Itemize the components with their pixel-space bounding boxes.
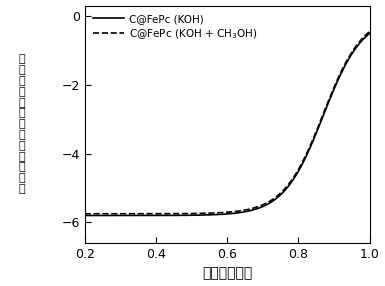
C@FePc (KOH + CH$_3$OH) <box>248 207 253 211</box>
C@FePc (KOH) <box>100 214 104 217</box>
C@FePc (KOH + CH$_3$OH) <box>298 164 303 167</box>
C@FePc (KOH) <box>367 32 372 35</box>
C@FePc (KOH + CH$_3$OH) <box>264 202 268 205</box>
Text: 电
流
密
度
（
毫
安
／
平
方
厘
米
）: 电 流 密 度 （ 毫 安 ／ 平 方 厘 米 ） <box>19 55 25 194</box>
Legend: C@FePc (KOH), C@FePc (KOH + CH$_3$OH): C@FePc (KOH), C@FePc (KOH + CH$_3$OH) <box>90 11 261 44</box>
C@FePc (KOH + CH$_3$OH) <box>328 96 332 99</box>
C@FePc (KOH) <box>248 209 253 212</box>
C@FePc (KOH) <box>298 165 303 169</box>
C@FePc (KOH) <box>264 203 268 207</box>
X-axis label: 电势（伏特）: 电势（伏特） <box>202 267 252 281</box>
C@FePc (KOH + CH$_3$OH) <box>100 212 104 215</box>
Line: C@FePc (KOH + CH$_3$OH): C@FePc (KOH + CH$_3$OH) <box>85 32 370 214</box>
C@FePc (KOH + CH$_3$OH) <box>255 205 260 208</box>
C@FePc (KOH + CH$_3$OH) <box>82 212 87 215</box>
C@FePc (KOH) <box>82 214 87 217</box>
C@FePc (KOH + CH$_3$OH) <box>367 30 372 33</box>
C@FePc (KOH) <box>255 207 260 210</box>
C@FePc (KOH) <box>328 97 332 101</box>
Line: C@FePc (KOH): C@FePc (KOH) <box>85 33 370 215</box>
